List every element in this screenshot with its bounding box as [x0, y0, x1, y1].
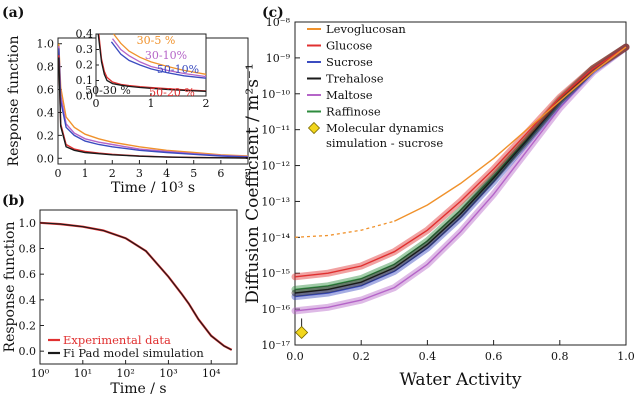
panel-a: (a) 0.0 0.2 0.4 0.6 0.8 1.0 0 1 2 3 4 5 6 7 Time / 1… — [2, 5, 252, 196]
legend-marker-entry: Molecular dynamics simulation - sucrose — [326, 121, 444, 150]
y-tick-label: 10⁻¹⁴ — [261, 231, 290, 244]
series-line-4 — [294, 46, 627, 312]
legend-entry-1: Fi Pad model simulation — [63, 346, 204, 360]
x-tick-label: 7 — [245, 167, 252, 180]
series-line-3 — [294, 46, 627, 294]
panel-c-label: (c) — [262, 5, 284, 21]
x-tick-label: 3 — [136, 167, 143, 180]
y-tick-label: 0.4 — [19, 294, 37, 307]
inset-y-tick-label: 0.3 — [76, 43, 94, 56]
inset-label-4: 50-30 % — [85, 84, 131, 97]
panel-b-frame — [39, 209, 238, 365]
inset-series-line-3 — [98, 33, 207, 92]
x-tick-label: 2 — [109, 167, 116, 180]
y-tick-label: 1.0 — [19, 217, 37, 230]
inset-series-line-0 — [113, 33, 207, 75]
panel-b-x-axis-title: Time / s — [110, 381, 166, 397]
x-tick-label: 10¹ — [74, 367, 92, 380]
y-tick-label: 10⁻¹² — [261, 160, 290, 173]
panel-c-y-axis-title: Diffusion Coefficient / m²s⁻¹ — [243, 63, 263, 303]
x-tick-label: 0.0 — [286, 350, 304, 363]
inset-y-tick-label: 0.1 — [76, 74, 94, 87]
x-tick-label: 0.6 — [485, 350, 503, 363]
series-line-0 — [58, 43, 249, 157]
x-tick-label: 0.2 — [352, 350, 370, 363]
y-tick-label: 0.8 — [37, 61, 55, 74]
series-line-2 — [58, 48, 249, 158]
legend-entry-0: Levoglucosan — [326, 22, 406, 36]
y-tick-label: 0.6 — [37, 84, 55, 97]
inset-label-3: 50-20 % — [149, 86, 195, 99]
inset-x-tick-label: 1 — [148, 97, 155, 110]
x-tick-label: 10² — [116, 367, 134, 380]
y-tick-label: 1.0 — [37, 38, 55, 51]
panel-a-label: (a) — [2, 5, 24, 21]
legend-entry-3: Trehalose — [326, 72, 384, 86]
series-line-0 — [393, 46, 627, 222]
x-tick-label: 10⁴ — [202, 367, 221, 380]
legend-entry-4: Maltose — [326, 88, 373, 102]
inset-series-line-1 — [111, 38, 207, 78]
inset-label-1: 30-10% — [145, 49, 187, 62]
y-tick-label: 10⁻¹³ — [261, 195, 290, 208]
inset-x-tick-label: 2 — [203, 97, 210, 110]
legend-entry-0: Experimental data — [63, 333, 171, 347]
y-tick-label: 10⁻¹⁰ — [261, 88, 290, 101]
panel-a-inset: 0.0 0.1 0.2 0.3 0.4 0 1 2 30-5 % 30-10%50-10% 50… — [76, 28, 210, 111]
series-line-0 — [39, 221, 233, 351]
x-tick-label: 1.0 — [617, 350, 635, 363]
legend-entry-5: Raffinose — [326, 105, 381, 119]
inset-label-0: 30-5 % — [137, 34, 176, 47]
x-tick-label: 4 — [163, 167, 170, 180]
y-tick-label: 10⁻⁹ — [266, 52, 291, 65]
y-tick-label: 0.4 — [37, 106, 55, 119]
inset-series-line-2 — [110, 41, 207, 79]
panel-a-x-axis-title: Time / 10³ s — [111, 180, 195, 196]
series-line-1 — [294, 46, 627, 278]
y-tick-label: 0.8 — [19, 243, 37, 256]
inset-x-tick-label: 0 — [93, 97, 100, 110]
x-tick-label: 0 — [55, 167, 62, 180]
y-tick-label: 0.2 — [19, 320, 37, 333]
y-tick-label: 10⁻¹⁷ — [261, 339, 290, 352]
inset-series-line-4 — [97, 33, 207, 92]
panel-a-y-axis-title: Response function — [6, 36, 22, 167]
x-tick-label: 0.8 — [551, 350, 569, 363]
inset-y-tick-label: 0.0 — [76, 90, 94, 103]
inset-y-tick-label: 0.4 — [76, 28, 94, 41]
panel-b: (b) 0.0 0.2 0.4 0.6 0.8 1.0 10⁰ 10¹ 10² 10³ 10⁴ E… — [2, 193, 238, 397]
x-tick-label: 10⁰ — [31, 367, 50, 380]
y-tick-label: 10⁻¹⁶ — [261, 303, 290, 316]
y-tick-label: 0.0 — [37, 152, 55, 165]
marker-point-0 — [295, 325, 309, 340]
inset-y-tick-label: 0.2 — [76, 59, 94, 72]
inset-label-2: 50-10% — [157, 63, 199, 76]
panel-c-x-axis-title: Water Activity — [399, 370, 521, 390]
legend-entry-1: Glucose — [326, 39, 373, 53]
series-line-1 — [39, 222, 232, 351]
y-tick-label: 0.0 — [19, 345, 37, 358]
panel-c: (c) 10⁻¹⁷ 10⁻¹⁶ 10⁻¹⁵ 10⁻¹⁴ 10⁻¹³ 10⁻¹² 10⁻¹¹ 1… — [243, 5, 635, 390]
x-tick-label: 5 — [190, 167, 197, 180]
y-tick-label: 10⁻¹¹ — [261, 124, 290, 137]
y-tick-label: 10⁻⁸ — [266, 16, 291, 29]
series-line-5 — [294, 46, 627, 291]
legend-marker-swatch — [307, 121, 321, 135]
series-line-4 — [58, 57, 249, 159]
y-tick-label: 10⁻¹⁵ — [261, 267, 290, 280]
y-tick-label: 0.6 — [19, 268, 37, 281]
legend-entry-2: Sucrose — [326, 55, 373, 69]
x-tick-label: 0.4 — [419, 350, 437, 363]
series-dashed-0 — [294, 220, 395, 238]
x-tick-label: 1 — [82, 167, 89, 180]
x-tick-label: 10³ — [159, 367, 177, 380]
panel-c-frame — [294, 21, 627, 346]
inset-frame — [95, 33, 207, 97]
panel-b-y-axis-title: Response function — [2, 222, 18, 353]
x-tick-label: 6 — [217, 167, 224, 180]
panel-b-label: (b) — [2, 193, 25, 209]
y-tick-label: 0.2 — [37, 129, 55, 142]
